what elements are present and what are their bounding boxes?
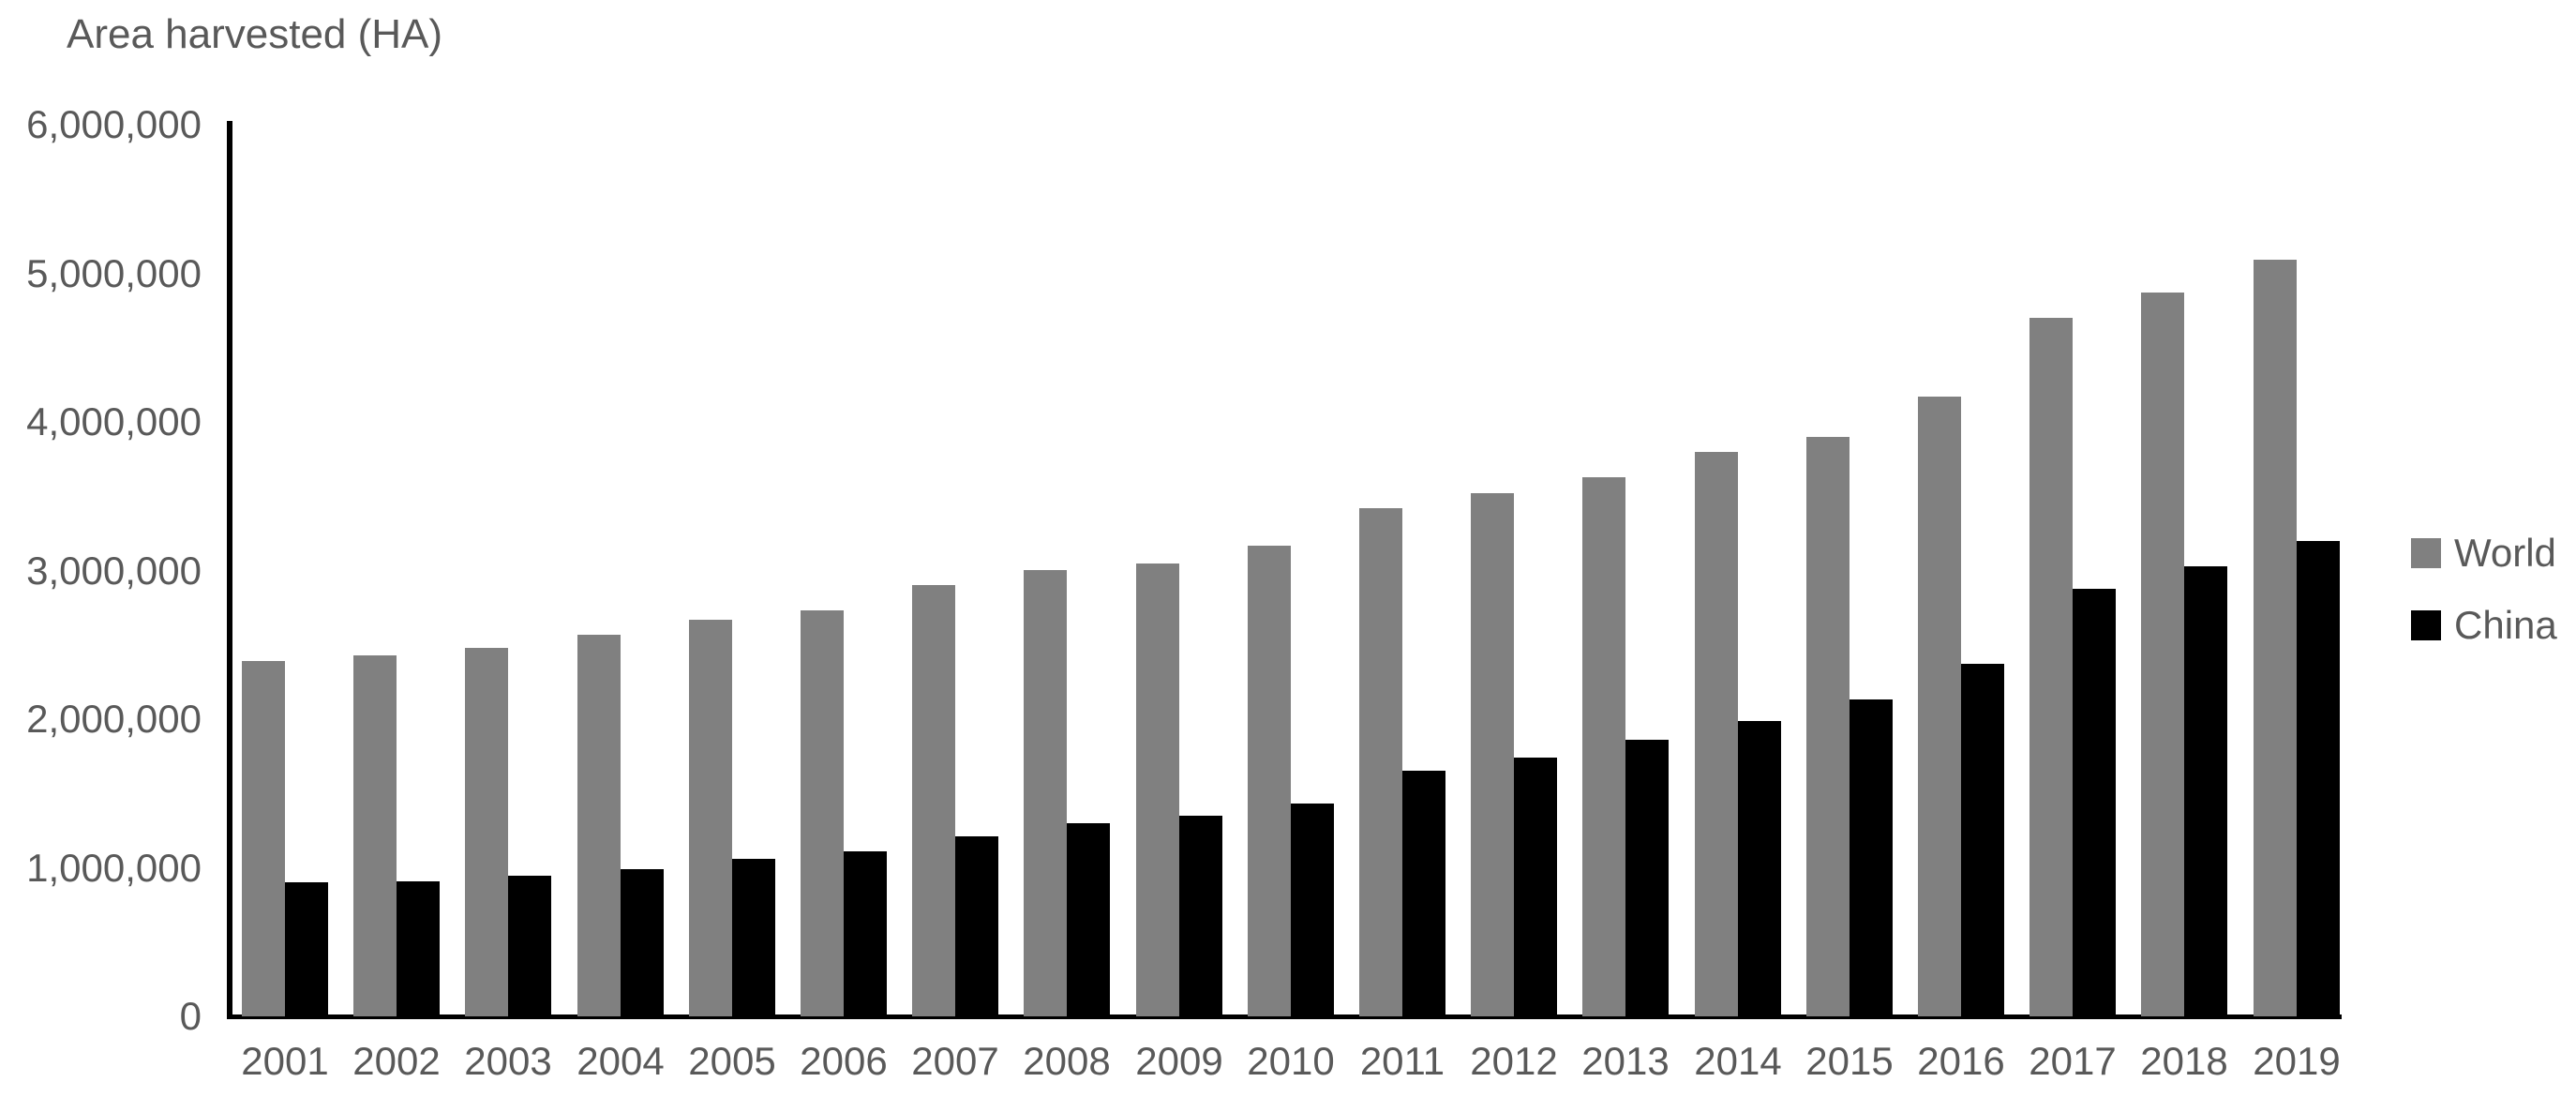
x-tick-label-2015: 2015 bbox=[1805, 1039, 1894, 1083]
x-tick-label-2005: 2005 bbox=[688, 1039, 776, 1083]
bar-world-2010 bbox=[1248, 546, 1291, 1016]
legend-item-china: China bbox=[2411, 603, 2557, 647]
bar-china-2015 bbox=[1850, 699, 1893, 1016]
world-series-swatch-icon bbox=[2411, 538, 2441, 568]
bar-china-2003 bbox=[508, 876, 551, 1016]
y-tick-label-2000000: 2,000,000 bbox=[26, 697, 202, 741]
bar-china-2010 bbox=[1291, 804, 1334, 1016]
bar-world-2003 bbox=[465, 648, 508, 1016]
x-tick-label-2009: 2009 bbox=[1135, 1039, 1223, 1083]
bar-world-2001 bbox=[242, 661, 285, 1016]
bar-world-2002 bbox=[353, 655, 397, 1016]
y-tick-label-6000000: 6,000,000 bbox=[26, 102, 202, 146]
bar-china-2005 bbox=[732, 859, 775, 1016]
x-tick-label-2010: 2010 bbox=[1247, 1039, 1335, 1083]
bar-china-2004 bbox=[621, 869, 664, 1016]
bar-world-2016 bbox=[1918, 397, 1961, 1016]
bar-world-2008 bbox=[1024, 570, 1067, 1016]
bar-world-2014 bbox=[1695, 452, 1738, 1016]
y-tick-label-3000000: 3,000,000 bbox=[26, 548, 202, 593]
bar-world-2015 bbox=[1806, 437, 1850, 1016]
bar-china-2002 bbox=[397, 881, 440, 1016]
x-tick-label-2018: 2018 bbox=[2140, 1039, 2228, 1083]
bar-world-2011 bbox=[1359, 508, 1402, 1016]
bar-world-2005 bbox=[689, 620, 732, 1016]
x-tick-label-2012: 2012 bbox=[1470, 1039, 1558, 1083]
x-tick-label-2001: 2001 bbox=[241, 1039, 329, 1083]
bar-china-2001 bbox=[285, 882, 328, 1016]
y-tick-label-4000000: 4,000,000 bbox=[26, 399, 202, 443]
legend: World China bbox=[2411, 531, 2557, 677]
x-tick-label-2004: 2004 bbox=[577, 1039, 665, 1083]
x-axis-line bbox=[227, 1014, 2342, 1019]
bar-china-2012 bbox=[1514, 758, 1557, 1016]
bar-china-2009 bbox=[1179, 816, 1222, 1016]
x-tick-label-2011: 2011 bbox=[1359, 1039, 1445, 1083]
x-tick-label-2002: 2002 bbox=[352, 1039, 441, 1083]
x-tick-label-2013: 2013 bbox=[1581, 1039, 1670, 1083]
china-series-swatch-icon bbox=[2411, 610, 2441, 640]
bar-world-2017 bbox=[2029, 318, 2073, 1016]
x-tick-label-2007: 2007 bbox=[911, 1039, 999, 1083]
bar-china-2013 bbox=[1625, 740, 1669, 1016]
bar-world-2004 bbox=[577, 635, 621, 1016]
y-tick-label-5000000: 5,000,000 bbox=[26, 250, 202, 295]
x-tick-label-2014: 2014 bbox=[1694, 1039, 1782, 1083]
y-tick-label-0: 0 bbox=[179, 994, 202, 1038]
bar-china-2019 bbox=[2297, 541, 2340, 1016]
bar-world-2019 bbox=[2254, 260, 2297, 1016]
bar-world-2009 bbox=[1136, 564, 1179, 1016]
legend-label-world: World bbox=[2454, 531, 2556, 575]
x-tick-label-2003: 2003 bbox=[464, 1039, 552, 1083]
bar-world-2013 bbox=[1582, 477, 1625, 1016]
x-tick-label-2008: 2008 bbox=[1023, 1039, 1111, 1083]
bar-world-2012 bbox=[1471, 493, 1514, 1016]
bar-world-2006 bbox=[801, 610, 844, 1016]
chart-title: Area harvested (HA) bbox=[67, 11, 443, 57]
y-tick-label-1000000: 1,000,000 bbox=[26, 845, 202, 890]
y-axis-line bbox=[227, 121, 232, 1019]
x-tick-label-2019: 2019 bbox=[2253, 1039, 2341, 1083]
bar-world-2007 bbox=[912, 585, 955, 1016]
x-tick-label-2006: 2006 bbox=[800, 1039, 888, 1083]
bar-china-2006 bbox=[844, 851, 887, 1016]
legend-item-world: World bbox=[2411, 531, 2557, 575]
bar-china-2018 bbox=[2184, 566, 2227, 1016]
bar-china-2017 bbox=[2073, 589, 2116, 1016]
bar-world-2018 bbox=[2141, 293, 2184, 1016]
bar-china-2016 bbox=[1961, 664, 2004, 1016]
x-tick-label-2017: 2017 bbox=[2029, 1039, 2117, 1083]
legend-label-china: China bbox=[2454, 603, 2557, 647]
bar-china-2008 bbox=[1067, 823, 1110, 1016]
x-tick-label-2016: 2016 bbox=[1917, 1039, 2005, 1083]
bar-china-2007 bbox=[955, 836, 998, 1016]
bar-china-2011 bbox=[1402, 771, 1445, 1016]
bar-china-2014 bbox=[1738, 721, 1781, 1016]
